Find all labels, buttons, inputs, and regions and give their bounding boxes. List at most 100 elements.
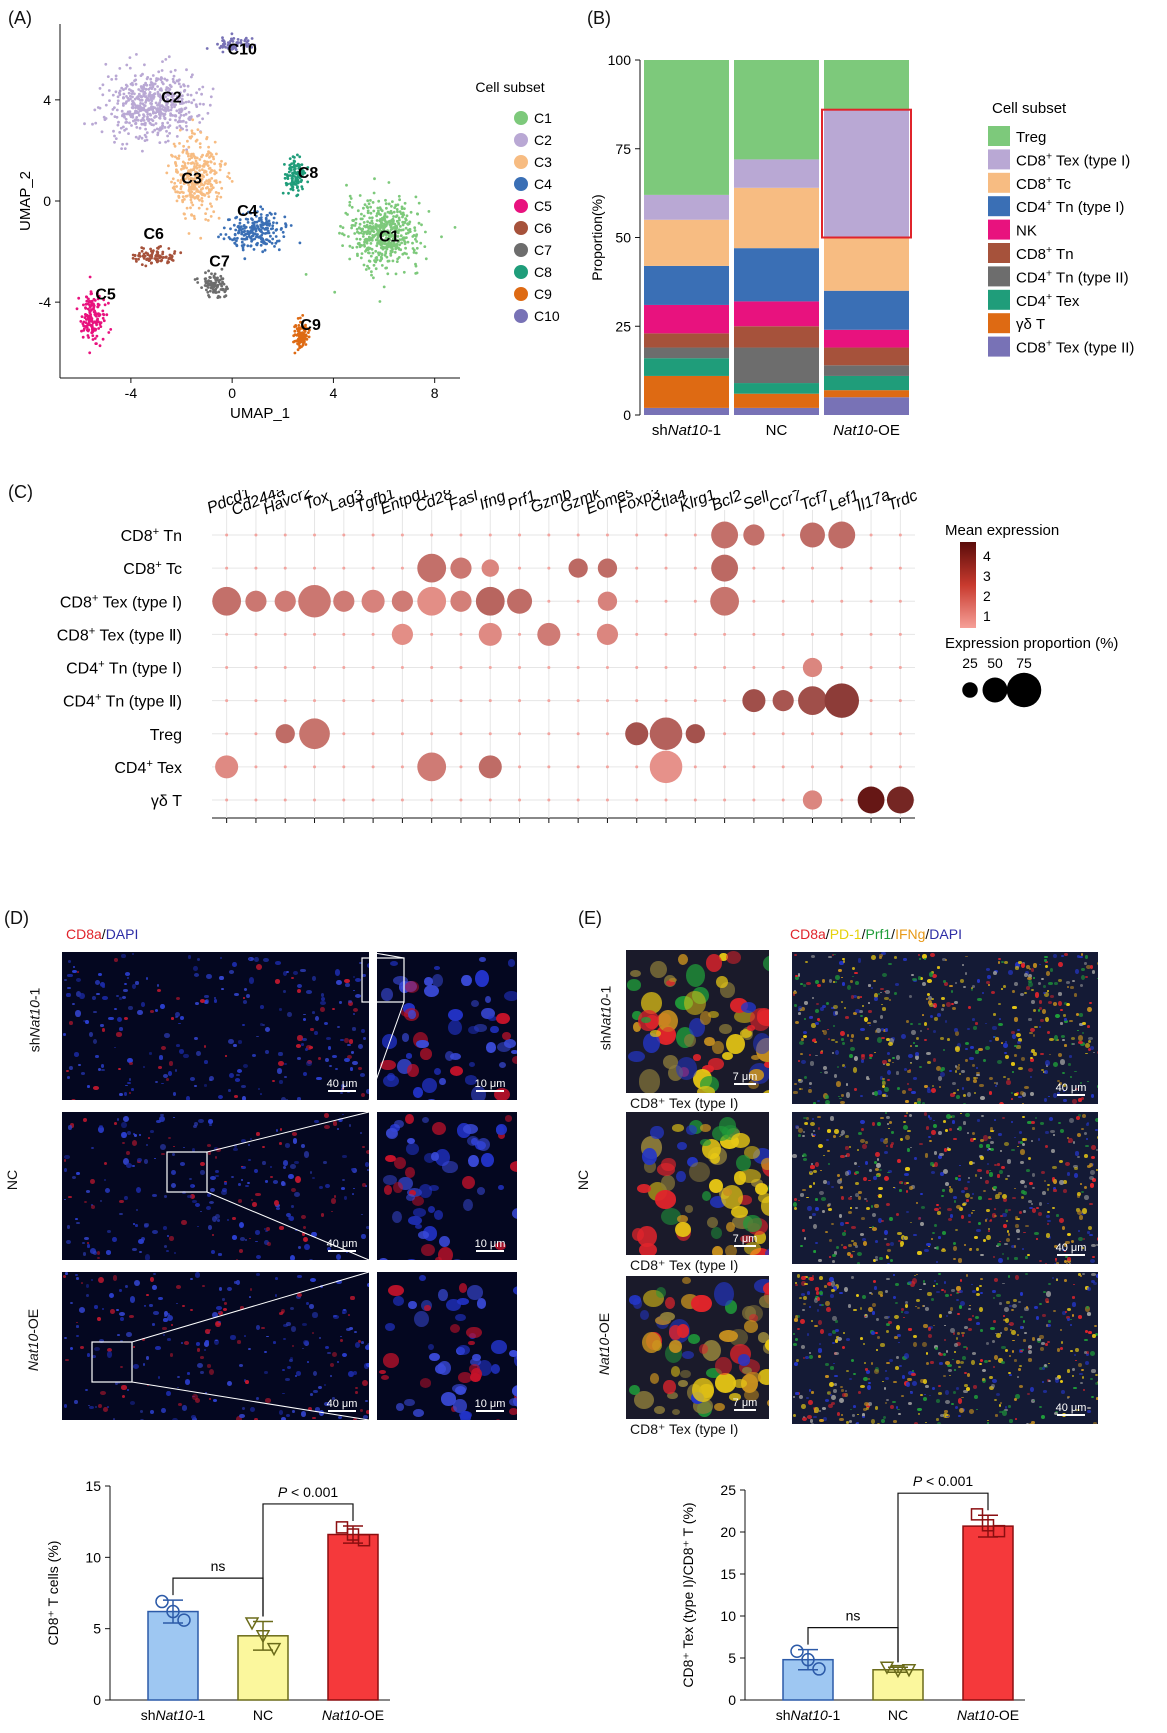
cell-signal xyxy=(1006,1080,1011,1085)
umap-point-c1 xyxy=(400,241,403,245)
scale-bar-label: 7 μm xyxy=(732,1233,758,1245)
dot-ccr7 xyxy=(772,690,794,712)
cell-signal xyxy=(300,1042,305,1046)
cell-signal xyxy=(69,1020,74,1026)
umap-point-c1 xyxy=(348,200,352,204)
cell-signal xyxy=(82,1252,86,1256)
umap-point-c2 xyxy=(179,85,183,89)
cell-signal xyxy=(391,1211,402,1224)
umap-point-c2 xyxy=(150,118,153,121)
cell-signal xyxy=(696,1086,716,1093)
cell-signal xyxy=(979,1139,984,1142)
umap-point-c2 xyxy=(141,88,145,92)
umap-point-c9 xyxy=(293,351,297,355)
cell-signal xyxy=(967,1176,970,1180)
dot-bcl2 xyxy=(711,521,739,549)
cell-signal xyxy=(887,1262,890,1264)
umap-point-c3 xyxy=(196,190,200,193)
cell-signal xyxy=(1027,1157,1031,1161)
cell-signal xyxy=(63,1168,68,1173)
legend-label: CD8+ Tex (type I) xyxy=(1016,150,1130,169)
dot-empty xyxy=(898,765,902,769)
umap-point-c3 xyxy=(188,135,192,139)
cell-signal xyxy=(803,1236,807,1240)
dot-il17a xyxy=(857,786,885,814)
cell-signal xyxy=(973,1092,976,1094)
umap-point-c8 xyxy=(291,185,295,189)
umap-point-c5 xyxy=(91,334,95,338)
cell-signal xyxy=(340,1187,346,1190)
cell-signal xyxy=(855,1207,859,1210)
legend-label-c1: C1 xyxy=(534,110,552,126)
umap-point-c7 xyxy=(219,288,223,291)
umap-point-c1 xyxy=(398,210,402,214)
cell-signal xyxy=(227,1287,232,1292)
umap-point-c5 xyxy=(88,275,92,279)
cell-signal xyxy=(883,1229,889,1235)
cell-signal xyxy=(449,1053,462,1061)
umap-point-c4 xyxy=(274,241,278,245)
cell-signal xyxy=(212,1312,218,1319)
cell-signal xyxy=(337,1118,343,1123)
dot-empty xyxy=(547,765,551,769)
cell-signal xyxy=(1044,1262,1047,1264)
cell-signal xyxy=(232,1217,236,1221)
cell-signal xyxy=(835,1081,841,1087)
umap-point-c1 xyxy=(368,231,371,235)
cell-signal xyxy=(243,987,248,992)
umap-point-c6 xyxy=(141,254,145,258)
cell-signal xyxy=(160,1004,165,1010)
cell-signal xyxy=(872,1122,876,1126)
umap-point-c1 xyxy=(398,243,401,247)
umap-point-c1 xyxy=(405,236,408,240)
cell-signal xyxy=(122,1141,126,1145)
cell-signal xyxy=(843,1230,847,1233)
cell-signal xyxy=(1044,959,1048,962)
cell-signal xyxy=(428,1344,435,1351)
scale-bar-line xyxy=(1057,1094,1085,1096)
cell-signal xyxy=(954,1031,960,1037)
cell-signal xyxy=(452,1383,467,1393)
umap-point-c2 xyxy=(144,81,148,85)
umap-point-c6 xyxy=(168,253,172,257)
umap-point-c2 xyxy=(131,99,134,103)
dot-empty xyxy=(576,632,580,636)
umap-point-c1 xyxy=(341,232,344,236)
cell-signal xyxy=(303,1013,306,1016)
umap-point-c1 xyxy=(350,226,353,230)
cell-signal xyxy=(419,1184,433,1198)
umap-point-c8 xyxy=(291,172,295,176)
umap-point-c9 xyxy=(298,338,302,342)
cell-signal xyxy=(927,995,932,1000)
cell-signal xyxy=(998,1102,1004,1104)
cell-signal xyxy=(846,1034,849,1037)
cell-signal xyxy=(924,1038,927,1042)
cell-signal xyxy=(915,1044,919,1048)
umap-point-c1 xyxy=(395,219,399,223)
cell-signal xyxy=(1089,1234,1093,1237)
scale-bar-label: 10 μm xyxy=(474,1398,506,1410)
cell-signal xyxy=(330,1197,337,1204)
umap-point-c2 xyxy=(146,115,149,119)
cell-signal xyxy=(958,1175,961,1177)
cell-signal xyxy=(954,1065,957,1068)
cell-signal xyxy=(343,1057,350,1063)
umap-point-c3 xyxy=(193,217,197,221)
umap-point-c2 xyxy=(186,84,190,88)
cell-signal xyxy=(126,1150,131,1155)
cell-signal xyxy=(888,1059,891,1063)
category-label: Nat10-OE xyxy=(833,422,900,439)
umap-point-c1 xyxy=(382,285,386,289)
umap-point-c4 xyxy=(272,216,276,220)
cell-signal xyxy=(1050,1148,1055,1154)
scale-bar-line xyxy=(476,1250,504,1252)
cell-signal xyxy=(828,1162,831,1166)
umap-point-c3 xyxy=(191,203,195,207)
umap-point-c3 xyxy=(198,142,202,146)
cell-signal xyxy=(1062,1039,1065,1041)
legend-label: CD8+ Tex (type II) xyxy=(1016,338,1134,357)
cell-signal xyxy=(848,1054,853,1059)
cell-signal xyxy=(86,1084,91,1088)
umap-point-c9 xyxy=(295,333,299,337)
cell-signal xyxy=(79,992,86,1000)
